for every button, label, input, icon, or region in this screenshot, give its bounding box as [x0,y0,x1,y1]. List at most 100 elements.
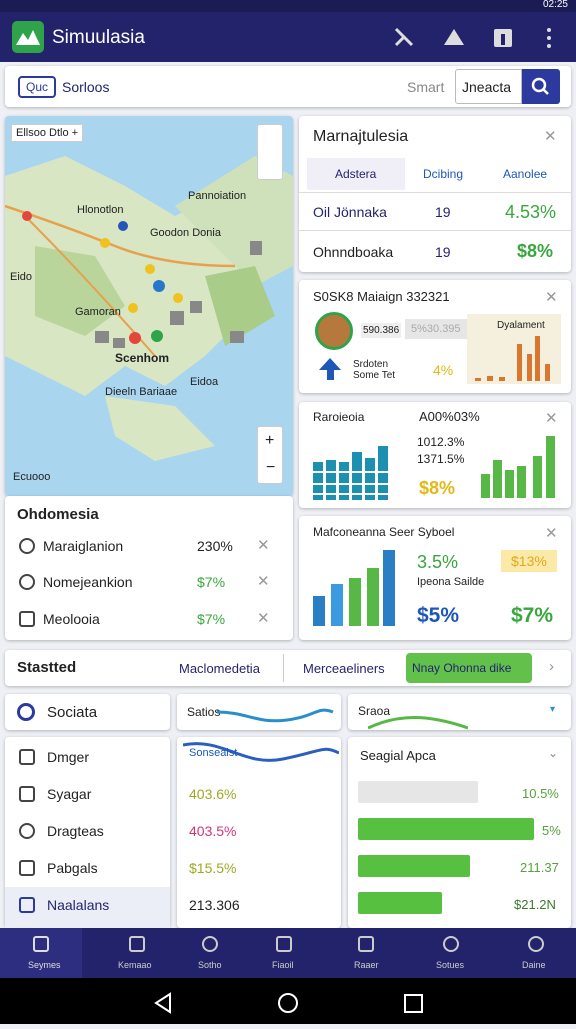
nav-item[interactable]: Fiaoil [272,960,294,970]
map-label: Pannoiation [188,190,247,202]
search-input[interactable]: Jneacta [455,69,522,104]
value: $21.2N [514,897,556,912]
zoom-in[interactable]: + [265,432,275,449]
decor [128,303,138,313]
decor [517,466,526,498]
row-count: 19 [435,244,451,260]
nav-item[interactable]: Sotho [198,960,222,970]
search-button[interactable] [522,69,560,104]
decor [339,462,349,500]
card-title: S0SK8 Maiaign 332321 [313,289,450,304]
decor [5,204,236,268]
sparkline [183,742,339,762]
system-nav-buttons[interactable] [0,978,576,1024]
value: $8% [419,478,456,498]
value: 213.306 [189,897,240,913]
map-tools[interactable] [257,124,283,180]
toolbar-icons[interactable] [392,25,562,51]
section-title: Stastted [17,659,77,676]
remove[interactable]: ✕ [257,610,270,627]
decor [527,354,532,381]
decor [154,992,171,1014]
zoom-out[interactable]: − [266,459,276,476]
decor [19,860,35,876]
region-row-name: Nomejeankion [43,574,133,590]
decor [118,221,128,231]
right-header: Sraoa ▾ [348,694,571,730]
close[interactable]: ✕ [544,128,557,145]
avatar [315,312,353,350]
logo-art [16,30,40,45]
decor [547,28,551,32]
tab-active[interactable]: Nnay Ohonna dike [406,653,532,683]
map-label: Eidoa [190,376,219,388]
next[interactable]: › [549,658,554,675]
tab[interactable]: Merceaeliners [303,661,385,676]
expand[interactable]: ⌄ [548,746,559,760]
decor [528,936,544,952]
nav-item[interactable]: Sotues [436,960,465,970]
list-title: Sociata [47,704,98,721]
nav-item[interactable]: Kemaao [118,960,152,970]
chip[interactable]: Quc [18,76,57,98]
middle-list: Sonsealst 403.6% 403.5% $15.5% 213.306 [177,737,341,928]
tab[interactable]: Dcibing [423,167,464,181]
card-title: Raroieoia [313,410,365,424]
map-label: Hlonotlon [77,204,124,216]
close[interactable]: ✕ [545,289,558,306]
close[interactable]: ✕ [545,525,558,542]
list-item[interactable]: Dragteas [47,823,104,839]
decor [545,364,550,381]
tab[interactable]: Adstera [335,167,377,181]
headline: A00%03% [419,409,480,424]
close[interactable]: ✕ [545,410,558,427]
zoom-controls[interactable]: + − [257,426,283,484]
tab[interactable]: Aanolee [503,167,548,181]
app-logo [12,21,44,53]
map-filter[interactable]: Ellsoo Dtlo + [11,124,84,142]
tab[interactable]: Maclomedetia [179,661,260,676]
decor [19,786,35,802]
decor [153,280,165,292]
decor [481,436,555,498]
decor [475,336,550,381]
list-item[interactable]: Syagar [47,786,92,802]
decor [481,474,490,498]
decor [145,264,155,274]
mini-chart-art [475,336,550,381]
list-item[interactable]: Naalalans [47,897,110,913]
column-title: Sraoa [358,704,391,718]
map-label: Gamoran [75,306,121,318]
nav-item[interactable]: Seymes [28,960,61,970]
bar-chart-art [481,436,555,498]
up-arrow [319,358,341,380]
expand[interactable]: ▾ [550,704,556,715]
search-icon [531,77,549,95]
value: $7% [511,604,554,627]
decor [493,460,502,498]
bottom-nav: Seymes Kemaao Sotho Fiaoil Raaer Sotues … [0,928,576,978]
tab-active[interactable] [307,158,405,190]
decor [547,36,551,40]
decor [151,330,163,342]
map[interactable]: Ellsoo Dtlo + + − Pannoiation Hlonotlon G… [5,116,293,496]
tab-strip: Stastted Maclomedetia Merceaeliners Nnay… [5,650,571,686]
map-label: Dieeln Bariaae [105,386,178,398]
progress-bar [358,781,478,803]
nav-item[interactable]: Daine [522,960,546,970]
map-label: Eido [10,271,33,283]
remove[interactable]: ✕ [257,537,270,554]
list-item[interactable]: Dmger [47,749,90,765]
progress-bar [358,855,470,877]
app-bar: Simuulasia [0,12,576,62]
decor [278,993,298,1013]
nav-item[interactable]: Raaer [354,960,379,970]
tab[interactable]: Nnay Ohonna dike [412,661,512,675]
decor [394,27,414,47]
decor [5,887,170,928]
sparkline [368,716,468,730]
decor [368,716,468,730]
decor [105,396,215,461]
list-item[interactable]: Pabgals [47,860,98,876]
remove[interactable]: ✕ [257,573,270,590]
